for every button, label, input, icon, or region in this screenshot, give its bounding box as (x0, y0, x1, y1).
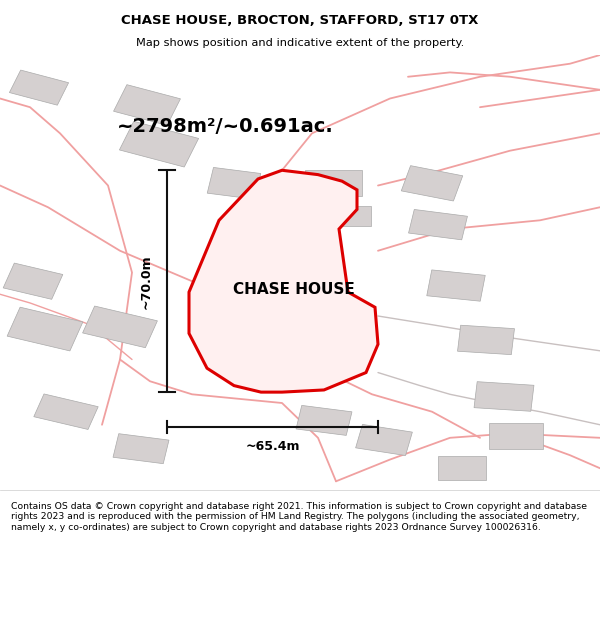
Bar (265, 249, 323, 278)
Bar (438, 456, 486, 480)
Text: ~70.0m: ~70.0m (139, 254, 152, 309)
Bar (458, 325, 514, 354)
Bar (489, 422, 543, 449)
Bar (3, 263, 63, 299)
Bar (401, 166, 463, 201)
Bar (83, 306, 157, 348)
Bar (113, 434, 169, 464)
Bar (10, 70, 68, 105)
Polygon shape (189, 170, 378, 392)
Bar (474, 382, 534, 411)
Bar (34, 394, 98, 429)
Text: CHASE HOUSE, BROCTON, STAFFORD, ST17 0TX: CHASE HOUSE, BROCTON, STAFFORD, ST17 0TX (121, 14, 479, 28)
Bar (119, 121, 199, 167)
Bar (207, 168, 261, 199)
Bar (223, 211, 251, 234)
Bar (356, 424, 412, 456)
Bar (337, 206, 371, 226)
Text: Map shows position and indicative extent of the property.: Map shows position and indicative extent… (136, 38, 464, 48)
Text: ~2798m²/~0.691ac.: ~2798m²/~0.691ac. (116, 118, 334, 136)
Bar (296, 406, 352, 436)
Text: ~65.4m: ~65.4m (245, 440, 299, 453)
Bar (227, 234, 253, 262)
Bar (7, 307, 83, 351)
Text: Contains OS data © Crown copyright and database right 2021. This information is : Contains OS data © Crown copyright and d… (11, 502, 587, 532)
Bar (427, 270, 485, 301)
Text: CHASE HOUSE: CHASE HOUSE (233, 282, 355, 298)
Bar (113, 84, 181, 126)
Bar (305, 170, 362, 196)
Bar (409, 209, 467, 240)
